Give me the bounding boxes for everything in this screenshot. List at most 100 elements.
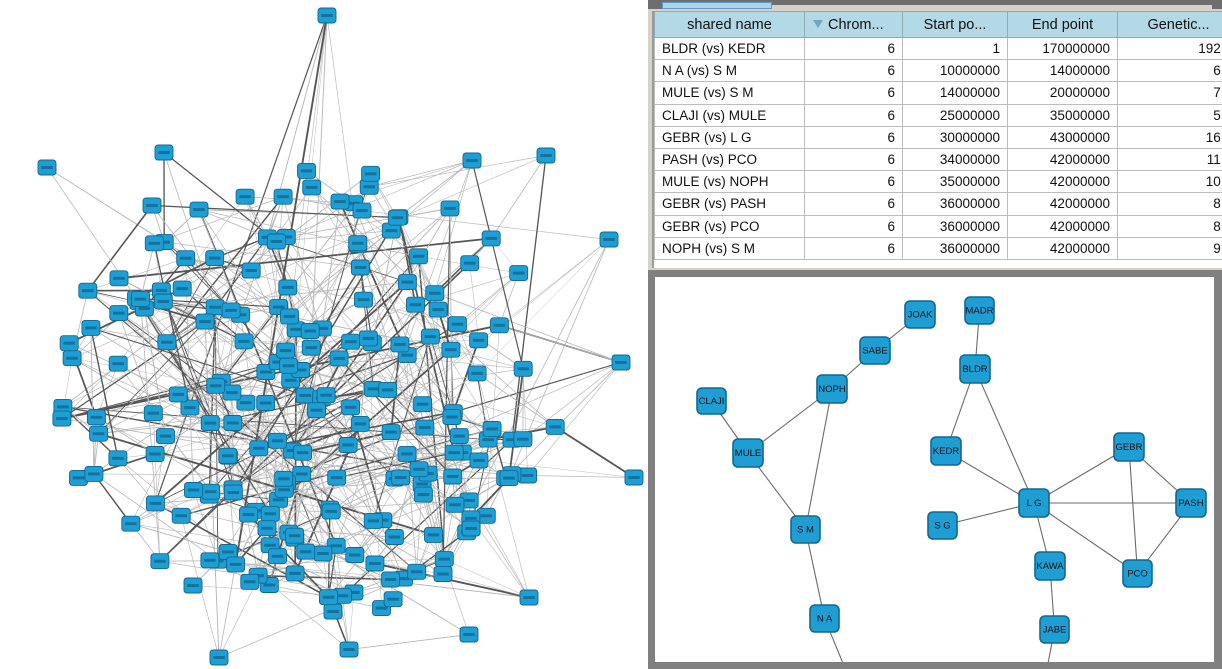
main-network-node[interactable] bbox=[172, 280, 192, 297]
main-network-edge[interactable] bbox=[328, 500, 470, 598]
main-network-edge[interactable] bbox=[508, 368, 525, 479]
subnetwork-edge[interactable] bbox=[1033, 446, 1130, 504]
main-network-edge[interactable] bbox=[357, 244, 429, 474]
main-network-node[interactable] bbox=[387, 209, 407, 226]
main-network-node[interactable] bbox=[256, 395, 276, 411]
main-network-node[interactable] bbox=[354, 291, 373, 308]
main-network-edge[interactable] bbox=[490, 155, 547, 239]
main-network-edge[interactable] bbox=[357, 244, 454, 413]
main-network-node[interactable] bbox=[223, 415, 243, 431]
main-network-node[interactable] bbox=[301, 339, 321, 356]
main-network-edge[interactable] bbox=[130, 407, 191, 524]
main-network-edge[interactable] bbox=[471, 160, 524, 369]
main-network-edge[interactable] bbox=[407, 208, 451, 283]
main-network-node[interactable] bbox=[462, 152, 482, 169]
main-network-node[interactable] bbox=[415, 419, 435, 436]
main-network-node[interactable] bbox=[236, 394, 256, 411]
main-network-node[interactable] bbox=[150, 553, 170, 570]
main-network-edge[interactable] bbox=[71, 357, 444, 575]
main-network-node[interactable] bbox=[189, 201, 209, 218]
main-network-node[interactable] bbox=[420, 328, 440, 345]
main-network-edge[interactable] bbox=[166, 196, 284, 343]
main-network-node[interactable] bbox=[433, 566, 453, 582]
main-network-node[interactable] bbox=[406, 296, 425, 313]
main-network-node[interactable] bbox=[469, 332, 489, 349]
main-network-node[interactable] bbox=[350, 415, 370, 432]
main-network-edge[interactable] bbox=[372, 336, 431, 522]
main-network-canvas[interactable] bbox=[0, 0, 648, 669]
main-network-node[interactable] bbox=[302, 179, 322, 196]
main-network-edge[interactable] bbox=[511, 155, 547, 440]
main-network-node[interactable] bbox=[78, 282, 98, 299]
main-network-node[interactable] bbox=[442, 409, 462, 425]
main-network-node[interactable] bbox=[260, 505, 280, 522]
main-network-node[interactable] bbox=[249, 440, 269, 457]
main-network-node[interactable] bbox=[434, 551, 454, 568]
main-network-edge[interactable] bbox=[218, 256, 419, 658]
main-network-edge[interactable] bbox=[93, 473, 219, 562]
node-shape[interactable] bbox=[1039, 615, 1070, 644]
main-network-node[interactable] bbox=[109, 305, 129, 322]
main-network-edge[interactable] bbox=[130, 523, 229, 553]
subnetwork-node[interactable]: GEBR bbox=[1113, 432, 1145, 462]
column-header-shared-name[interactable]: shared name bbox=[654, 11, 805, 38]
main-network-node[interactable] bbox=[276, 342, 296, 359]
main-network-node[interactable] bbox=[62, 350, 82, 367]
main-network-node[interactable] bbox=[358, 330, 378, 347]
main-network-node[interactable] bbox=[397, 445, 417, 462]
main-network-node[interactable] bbox=[409, 248, 429, 265]
main-network-node[interactable] bbox=[409, 461, 429, 478]
main-network-node[interactable] bbox=[365, 555, 385, 572]
subnetwork-edge[interactable] bbox=[1033, 502, 1138, 574]
main-network-edge[interactable] bbox=[422, 403, 463, 453]
main-network-node[interactable] bbox=[144, 235, 164, 252]
main-network-node[interactable] bbox=[200, 552, 220, 569]
main-network-edge[interactable] bbox=[339, 201, 409, 356]
main-network-edge[interactable] bbox=[522, 362, 622, 440]
subnetwork-edge[interactable] bbox=[974, 368, 1035, 504]
main-network-edge[interactable] bbox=[291, 173, 372, 451]
subnetwork-node[interactable]: MADR bbox=[964, 296, 995, 325]
main-network-node[interactable] bbox=[413, 396, 433, 413]
subnetwork-node[interactable]: MULE bbox=[732, 438, 764, 468]
subnetwork-node[interactable]: KEDR bbox=[930, 436, 962, 466]
main-network-edge[interactable] bbox=[189, 407, 194, 491]
main-network-node[interactable] bbox=[109, 270, 129, 287]
main-network-edge[interactable] bbox=[98, 321, 206, 434]
main-network-node[interactable] bbox=[279, 357, 299, 374]
main-network-node[interactable] bbox=[131, 291, 150, 308]
main-network-edge[interactable] bbox=[153, 243, 191, 408]
main-network-edge[interactable] bbox=[487, 439, 530, 598]
main-network-node[interactable] bbox=[424, 526, 443, 543]
main-network-edge[interactable] bbox=[361, 210, 493, 430]
main-network-edge[interactable] bbox=[499, 324, 622, 363]
main-network-node[interactable] bbox=[545, 418, 565, 435]
main-network-edge[interactable] bbox=[164, 241, 361, 268]
main-network-node[interactable] bbox=[321, 503, 341, 520]
subnetwork-node[interactable]: L G bbox=[1018, 488, 1050, 518]
main-network-node[interactable] bbox=[519, 589, 539, 606]
main-network-node[interactable] bbox=[381, 424, 401, 441]
main-network-edge[interactable] bbox=[359, 267, 374, 389]
column-header-chromosome[interactable]: Chrom... bbox=[804, 11, 903, 38]
main-network-node[interactable] bbox=[86, 409, 106, 426]
main-network-edge[interactable] bbox=[348, 634, 470, 650]
main-network-node[interactable] bbox=[390, 336, 410, 353]
main-network-edge[interactable] bbox=[285, 350, 376, 564]
main-network-node[interactable] bbox=[624, 469, 644, 486]
main-network-edge[interactable] bbox=[390, 373, 478, 433]
main-network-edge[interactable] bbox=[269, 584, 329, 598]
main-network-node[interactable] bbox=[481, 230, 501, 247]
main-network-node[interactable] bbox=[89, 425, 109, 442]
main-network-node[interactable] bbox=[381, 571, 401, 588]
main-network-node[interactable] bbox=[297, 162, 316, 179]
subnetwork-node[interactable]: JOAK bbox=[904, 300, 936, 329]
main-network-edge[interactable] bbox=[163, 152, 277, 242]
main-network-edge[interactable] bbox=[117, 363, 154, 414]
main-network-node[interactable] bbox=[443, 468, 463, 485]
main-network-node[interactable] bbox=[391, 469, 411, 486]
